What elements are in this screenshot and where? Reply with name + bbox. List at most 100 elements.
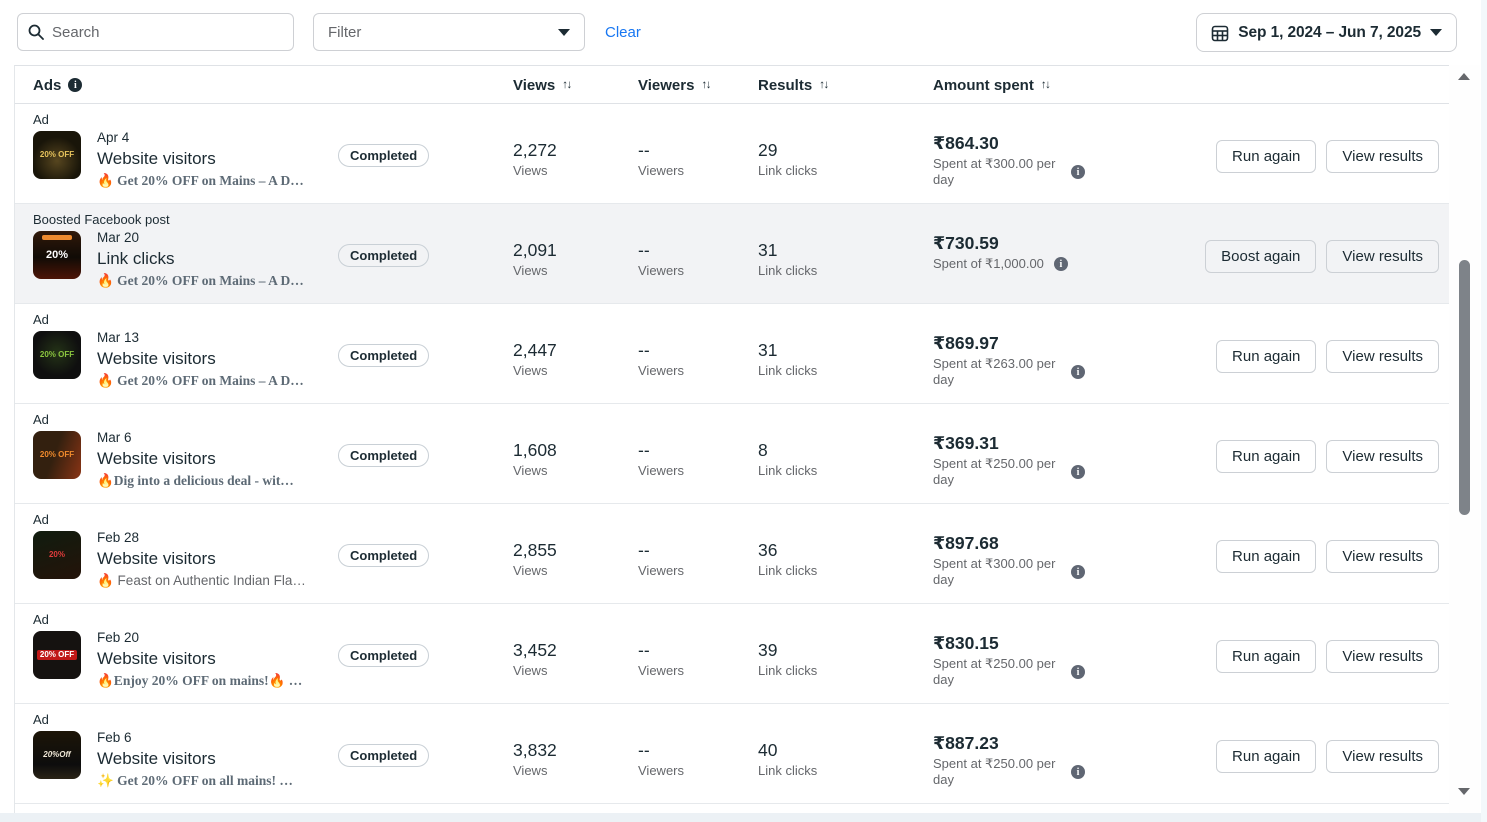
status-badge: Completed <box>338 744 430 767</box>
views-label: Views <box>513 763 548 778</box>
date-range-label: Sep 1, 2024 – Jun 7, 2025 <box>1238 23 1421 41</box>
ad-title: Website visitors <box>97 149 216 168</box>
info-icon[interactable]: i <box>1071 565 1085 579</box>
ad-title: Website visitors <box>97 549 216 568</box>
viewers-label: Viewers <box>638 163 685 178</box>
run-again-button[interactable]: Run again <box>1216 140 1317 173</box>
ad-description: 🔥 Get 20% OFF on Mains – A D… <box>97 173 304 188</box>
scroll-up-arrow-icon[interactable] <box>1458 73 1470 80</box>
ad-date: Mar 13 <box>97 330 140 345</box>
info-icon[interactable]: i <box>1071 465 1085 479</box>
column-label-viewers: Viewers <box>638 76 695 94</box>
status-badge: Completed <box>338 444 430 467</box>
view-results-button[interactable]: View results <box>1326 240 1439 273</box>
views-value: 2,855 <box>513 540 557 560</box>
info-icon[interactable]: i <box>1071 165 1085 179</box>
info-icon[interactable]: i <box>1053 257 1068 271</box>
viewers-label: Viewers <box>638 563 685 578</box>
ad-thumbnail: 20% <box>33 231 81 279</box>
column-header-amount-spent[interactable]: Amount spent ↑↓ <box>933 66 1051 104</box>
column-header-ads: Ads i <box>33 66 83 104</box>
vertical-scrollbar[interactable] <box>1449 65 1480 813</box>
search-input[interactable] <box>52 23 283 41</box>
results-value: 29 <box>758 140 778 160</box>
views-label: Views <box>513 663 548 678</box>
ad-type-label: Ad <box>33 512 49 527</box>
ad-type-label: Ad <box>33 712 49 727</box>
ad-date: Feb 28 <box>97 530 140 545</box>
results-value: 40 <box>758 740 778 760</box>
view-results-button[interactable]: View results <box>1326 640 1439 673</box>
ad-title: Website visitors <box>97 649 216 668</box>
column-label-ads: Ads <box>33 76 62 94</box>
table-row: Ad 20%Off Feb 6 Website visitors ✨ Get 2… <box>15 704 1449 804</box>
results-value: 31 <box>758 240 778 260</box>
amount-spent-note: Spent at ₹300.00 per day <box>933 156 1056 187</box>
run-again-button[interactable]: Run again <box>1216 540 1317 573</box>
ad-type-label: Ad <box>33 412 49 427</box>
viewers-value: -- <box>638 240 650 260</box>
search-icon <box>28 24 44 40</box>
column-header-views[interactable]: Views ↑↓ <box>513 66 572 104</box>
viewers-value: -- <box>638 140 650 160</box>
date-range-button[interactable]: Sep 1, 2024 – Jun 7, 2025 <box>1196 13 1457 52</box>
column-header-viewers[interactable]: Viewers ↑↓ <box>638 66 711 104</box>
view-results-button[interactable]: View results <box>1326 540 1439 573</box>
run-again-button[interactable]: Run again <box>1216 740 1317 773</box>
views-value: 3,832 <box>513 740 557 760</box>
viewers-label: Viewers <box>638 363 685 378</box>
run-again-button[interactable]: Run again <box>1216 440 1317 473</box>
amount-spent-note: Spent at ₹250.00 per day <box>933 756 1056 787</box>
views-value: 3,452 <box>513 640 557 660</box>
boost-again-button[interactable]: Boost again <box>1205 240 1317 273</box>
table-row: Ad 20% Feb 28 Website visitors 🔥 Feast o… <box>15 504 1449 604</box>
views-label: Views <box>513 363 548 378</box>
ad-description: 🔥 Get 20% OFF on Mains – A D… <box>97 273 304 288</box>
view-results-button[interactable]: View results <box>1326 740 1439 773</box>
clear-filters-link[interactable]: Clear <box>605 24 641 41</box>
amount-spent-value: ₹369.31 <box>933 433 999 453</box>
view-results-button[interactable]: View results <box>1326 440 1439 473</box>
views-label: Views <box>513 563 548 578</box>
scroll-down-arrow-icon[interactable] <box>1458 788 1470 795</box>
table-row: Ad 20% OFF Mar 6 Website visitors 🔥Dig i… <box>15 404 1449 504</box>
ad-type-label: Ad <box>33 112 49 127</box>
ad-thumbnail: 20% OFF <box>33 131 81 179</box>
views-value: 2,272 <box>513 140 557 160</box>
info-icon[interactable]: i <box>1071 365 1085 379</box>
column-label-amount-spent: Amount spent <box>933 76 1034 94</box>
ad-type-label: Ad <box>33 312 49 327</box>
view-results-button[interactable]: View results <box>1326 340 1439 373</box>
info-icon[interactable]: i <box>1071 665 1085 679</box>
scrollbar-thumb[interactable] <box>1459 260 1470 515</box>
amount-spent-note: Spent at ₹250.00 per day <box>933 656 1056 687</box>
viewers-value: -- <box>638 740 650 760</box>
results-label: Link clicks <box>758 563 818 578</box>
ad-date: Feb 20 <box>97 630 140 645</box>
column-header-results[interactable]: Results ↑↓ <box>758 66 829 104</box>
amount-spent-note: Spent of ₹1,000.00 <box>933 256 1044 271</box>
views-label: Views <box>513 463 548 478</box>
table-header: Ads i Views ↑↓ Viewers ↑↓ Results ↑↓ Amo… <box>15 66 1449 104</box>
filter-label: Filter <box>328 23 362 41</box>
ad-date: Feb 6 <box>97 730 132 745</box>
toolbar: Filter Clear Sep 1, 2024 – Jun 7, 2025 <box>0 0 1487 62</box>
run-again-button[interactable]: Run again <box>1216 340 1317 373</box>
info-icon[interactable]: i <box>1071 765 1085 779</box>
table-row: Boosted Facebook post 20% Mar 20 Link cl… <box>15 204 1449 304</box>
search-input-container[interactable] <box>17 13 294 51</box>
filter-select[interactable]: Filter <box>313 13 585 51</box>
results-value: 39 <box>758 640 778 660</box>
status-badge: Completed <box>338 144 430 167</box>
table-row: Ad 20% OFF Mar 13 Website visitors 🔥 Get… <box>15 304 1449 404</box>
viewers-label: Viewers <box>638 463 685 478</box>
ad-title: Website visitors <box>97 449 216 468</box>
status-badge: Completed <box>338 544 430 567</box>
info-icon[interactable]: i <box>68 78 83 92</box>
ad-date: Mar 20 <box>97 230 140 245</box>
column-label-results: Results <box>758 76 813 94</box>
run-again-button[interactable]: Run again <box>1216 640 1317 673</box>
views-value: 1,608 <box>513 440 557 460</box>
view-results-button[interactable]: View results <box>1326 140 1439 173</box>
results-value: 8 <box>758 440 768 460</box>
